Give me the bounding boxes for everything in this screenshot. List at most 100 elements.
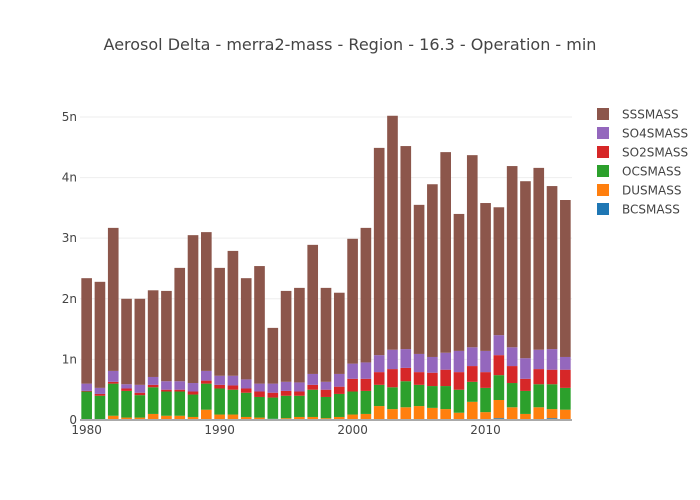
bar-sssmass-2001[interactable]	[360, 227, 372, 363]
bar-ocsmass-1984[interactable]	[134, 395, 146, 418]
bar-sssmass-1990[interactable]	[214, 267, 225, 376]
bar-so2smass-2003[interactable]	[387, 369, 398, 388]
bar-sssmass-1987[interactable]	[174, 267, 186, 382]
bar-ocsmass-2000[interactable]	[347, 391, 358, 415]
bar-sssmass-1988[interactable]	[187, 235, 199, 384]
bar-so2smass-2011[interactable]	[493, 355, 505, 376]
bar-ocsmass-1988[interactable]	[187, 394, 199, 417]
bar-dusmass-2014[interactable]	[533, 407, 545, 420]
bar-so4smass-2004[interactable]	[400, 349, 412, 368]
bar-so2smass-1992[interactable]	[240, 388, 252, 393]
bar-so4smass-2016[interactable]	[560, 356, 571, 370]
bar-so4smass-2000[interactable]	[347, 363, 358, 379]
bar-so4smass-2015[interactable]	[546, 349, 558, 370]
bar-dusmass-1996[interactable]	[294, 416, 305, 420]
bar-dusmass-1998[interactable]	[320, 418, 332, 420]
bar-dusmass-2004[interactable]	[400, 407, 412, 420]
bar-so4smass-1983[interactable]	[121, 384, 132, 389]
bar-so4smass-1980[interactable]	[81, 383, 92, 391]
bar-so4smass-2007[interactable]	[440, 352, 451, 370]
bar-ocsmass-1985[interactable]	[147, 387, 159, 414]
bar-sssmass-1985[interactable]	[147, 290, 159, 377]
bar-dusmass-1991[interactable]	[227, 414, 239, 420]
bar-so2smass-2012[interactable]	[506, 366, 518, 384]
bar-sssmass-2015[interactable]	[546, 186, 558, 350]
bar-so2smass-1984[interactable]	[134, 392, 146, 396]
bar-sssmass-1993[interactable]	[254, 266, 265, 384]
bar-so4smass-1982[interactable]	[107, 370, 119, 382]
bar-sssmass-2011[interactable]	[493, 207, 505, 336]
bar-sssmass-1983[interactable]	[121, 298, 132, 385]
bar-so4smass-1999[interactable]	[333, 373, 345, 387]
bar-sssmass-2009[interactable]	[466, 155, 478, 348]
bar-sssmass-1998[interactable]	[320, 287, 332, 382]
bar-so4smass-1991[interactable]	[227, 375, 239, 386]
bar-ocsmass-2005[interactable]	[413, 384, 425, 407]
bar-sssmass-2007[interactable]	[440, 152, 451, 353]
bar-so2smass-2016[interactable]	[560, 369, 571, 388]
bar-so2smass-1987[interactable]	[174, 389, 186, 392]
bar-so2smass-2001[interactable]	[360, 378, 372, 391]
legend-item-bcsmass[interactable]: BCSMASS	[597, 203, 680, 217]
bar-so4smass-1985[interactable]	[147, 376, 159, 385]
bar-sssmass-2012[interactable]	[506, 166, 518, 348]
bar-ocsmass-1998[interactable]	[320, 396, 332, 419]
bar-so2smass-1993[interactable]	[254, 391, 265, 397]
bar-dusmass-2015[interactable]	[546, 409, 558, 419]
bar-so2smass-2009[interactable]	[466, 366, 478, 382]
bar-dusmass-2005[interactable]	[413, 406, 425, 420]
bar-sssmass-2004[interactable]	[400, 146, 412, 350]
bar-so4smass-2011[interactable]	[493, 335, 505, 356]
bar-so2smass-2014[interactable]	[533, 369, 545, 385]
bar-so4smass-1981[interactable]	[94, 387, 106, 394]
bar-so4smass-2001[interactable]	[360, 362, 372, 379]
bar-ocsmass-2004[interactable]	[400, 381, 412, 408]
bar-so2smass-1999[interactable]	[333, 386, 345, 394]
bar-so4smass-1994[interactable]	[267, 383, 279, 393]
bar-ocsmass-2007[interactable]	[440, 386, 451, 410]
bar-ocsmass-2003[interactable]	[387, 387, 398, 410]
bar-dusmass-1989[interactable]	[201, 409, 212, 420]
bar-dusmass-1984[interactable]	[134, 417, 146, 420]
bar-sssmass-2010[interactable]	[480, 203, 491, 351]
bar-dusmass-1999[interactable]	[333, 416, 345, 420]
bar-ocsmass-1994[interactable]	[267, 397, 279, 419]
bar-sssmass-2003[interactable]	[387, 115, 398, 350]
bar-so4smass-2012[interactable]	[506, 347, 518, 367]
bar-so4smass-1990[interactable]	[214, 375, 225, 385]
bar-dusmass-2011[interactable]	[493, 400, 505, 419]
legend-item-so4smass[interactable]: SO4SMASS	[597, 127, 688, 141]
bar-ocsmass-1999[interactable]	[333, 393, 345, 417]
bar-so4smass-1984[interactable]	[134, 384, 146, 393]
bar-so4smass-2013[interactable]	[520, 358, 531, 379]
bar-sssmass-2006[interactable]	[427, 184, 438, 357]
bar-sssmass-1982[interactable]	[107, 227, 119, 371]
bar-so2smass-1998[interactable]	[320, 389, 332, 397]
legend-item-so2smass[interactable]: SO2SMASS	[597, 146, 688, 160]
bar-so2smass-1989[interactable]	[201, 380, 212, 384]
bar-sssmass-1989[interactable]	[201, 232, 212, 371]
bar-dusmass-1983[interactable]	[121, 417, 132, 420]
bar-so2smass-2008[interactable]	[453, 372, 465, 390]
bar-so4smass-1998[interactable]	[320, 381, 332, 390]
bar-dusmass-1986[interactable]	[161, 415, 172, 420]
bar-ocsmass-1991[interactable]	[227, 389, 239, 415]
bar-ocsmass-2016[interactable]	[560, 387, 571, 410]
legend-item-dusmass[interactable]: DUSMASS	[597, 184, 681, 198]
bar-ocsmass-1986[interactable]	[161, 391, 172, 416]
bar-so4smass-1987[interactable]	[174, 381, 186, 390]
bar-so2smass-1986[interactable]	[161, 389, 172, 392]
bar-ocsmass-2011[interactable]	[493, 375, 505, 400]
bar-sssmass-1991[interactable]	[227, 250, 239, 376]
bar-sssmass-2016[interactable]	[560, 200, 571, 357]
bar-so4smass-2009[interactable]	[466, 347, 478, 367]
bar-dusmass-1992[interactable]	[240, 416, 252, 420]
legend-item-sssmass[interactable]: SSSMASS	[597, 108, 679, 122]
bar-ocsmass-1981[interactable]	[94, 395, 106, 420]
bar-so4smass-2010[interactable]	[480, 350, 491, 373]
bar-ocsmass-1983[interactable]	[121, 390, 132, 418]
bar-so2smass-1995[interactable]	[280, 390, 292, 396]
bar-so4smass-2014[interactable]	[533, 349, 545, 370]
bar-ocsmass-1980[interactable]	[81, 391, 92, 420]
bar-sssmass-2008[interactable]	[453, 213, 465, 351]
